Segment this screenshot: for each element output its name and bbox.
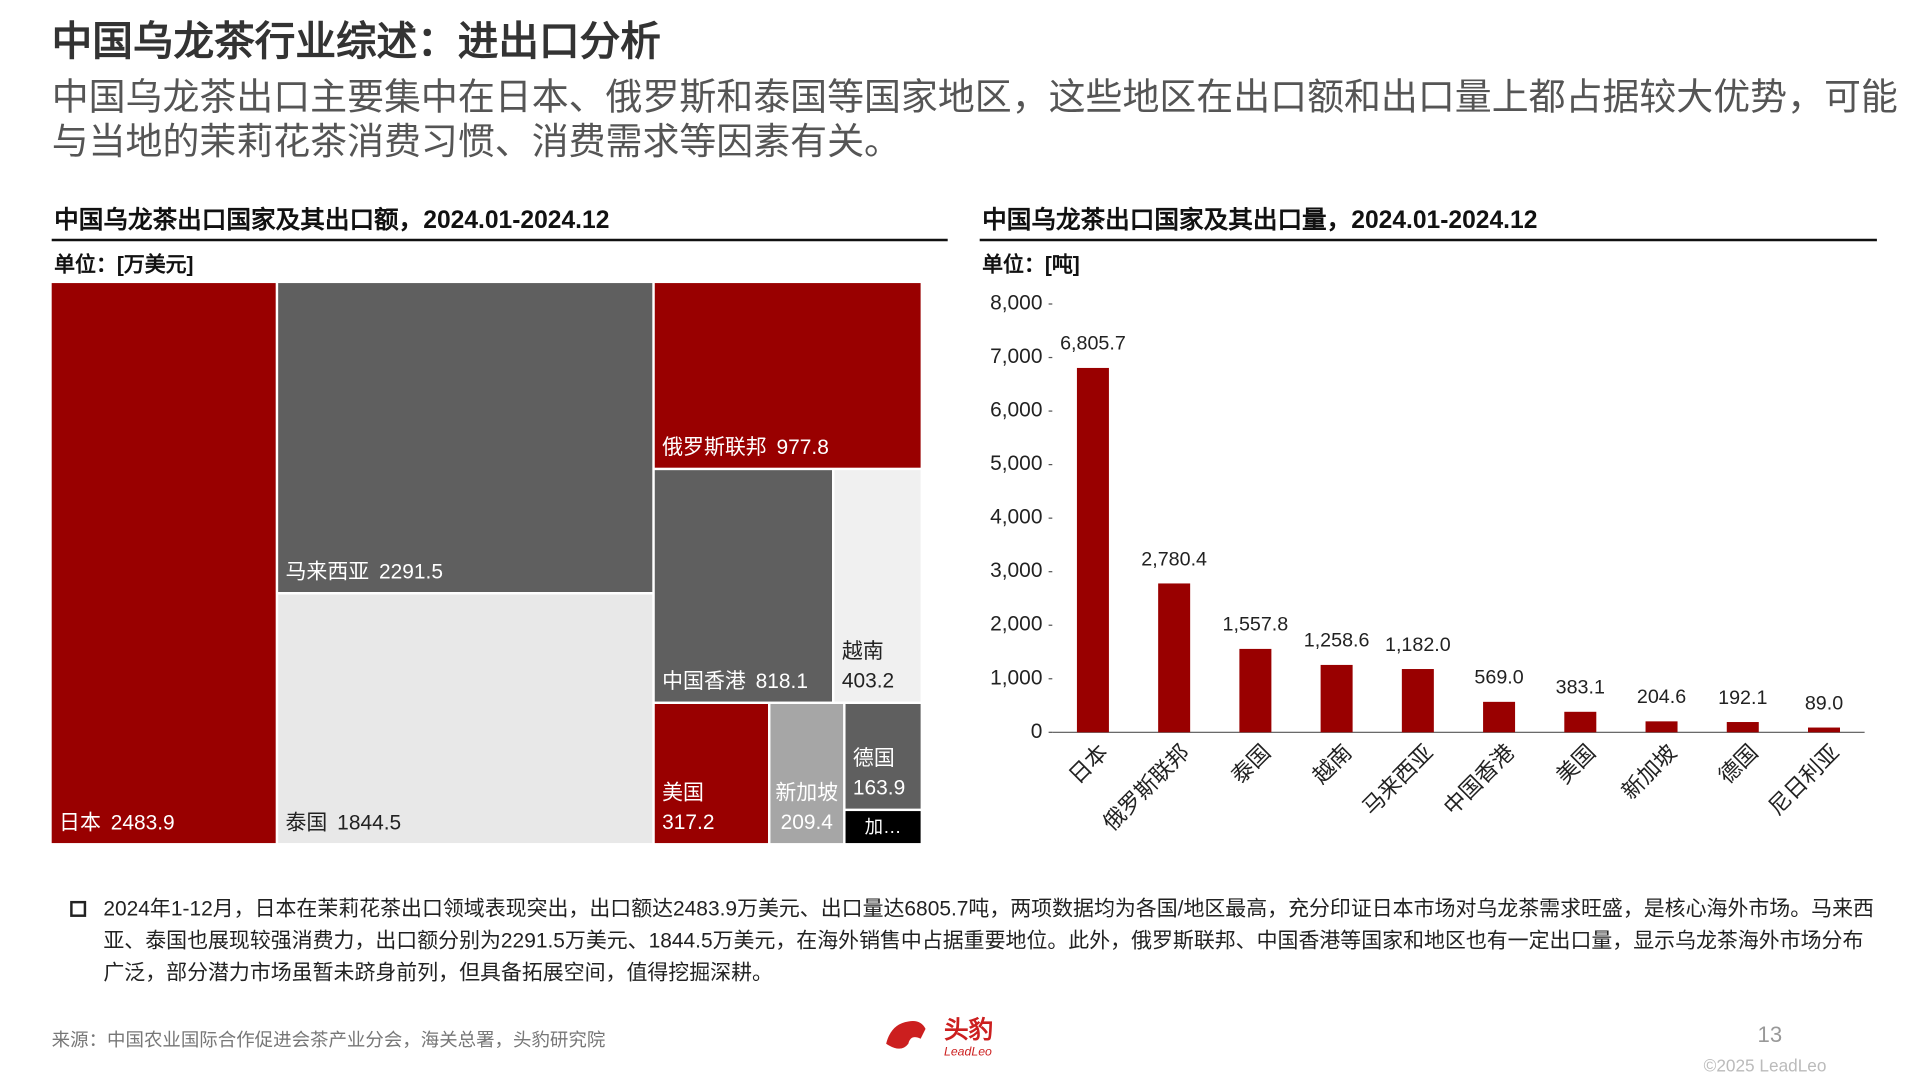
cell-value: 317.2 [662, 811, 714, 834]
cell-name: 越南 [842, 640, 884, 663]
bar [1320, 664, 1353, 733]
cell-value: 2291.5 [379, 560, 443, 583]
cell-value: 1844.5 [337, 811, 401, 834]
cell-name: 俄罗斯联邦 [662, 436, 767, 459]
y-tick-label: 7,000 [990, 345, 1042, 368]
subtitle-box: 中国乌龙茶出口主要集中在日本、俄罗斯和泰国等国家地区，这些地区在出口额和出口量上… [51, 77, 1898, 163]
data-label: 192.1 [1718, 687, 1767, 709]
x-tick-label: 日本 [1064, 740, 1113, 789]
bar [1401, 669, 1434, 733]
x-tick-label: 新加坡 [1617, 740, 1682, 805]
treemap-cell [654, 704, 768, 844]
x-tick-label: 马来西亚 [1358, 740, 1438, 820]
y-tick-label: 3,000 [990, 559, 1042, 582]
data-label: 1,182.0 [1385, 634, 1451, 656]
y-tick-label: 8,000 [990, 292, 1042, 315]
treemap-cell [654, 283, 921, 468]
x-tick-label: 越南 [1308, 740, 1357, 789]
data-label: 204.6 [1637, 686, 1686, 708]
y-tick-label: 1,000 [990, 666, 1042, 689]
y-tick-label: 2,000 [990, 613, 1042, 636]
treemap-cell [278, 283, 653, 592]
unit-label: 单位：[万美元] [54, 252, 193, 276]
cell-name: 德国 [853, 747, 895, 770]
data-label: 383.1 [1556, 677, 1605, 699]
cell-label: 俄罗斯联邦 977.8 [662, 436, 829, 459]
cell-name: 马来西亚 [286, 560, 370, 583]
chart-title: 中国乌龙茶出口国家及其出口量，2024.01-2024.12 [982, 205, 1537, 234]
x-tick-label: 美国 [1551, 740, 1600, 789]
y-tick-label: 5,000 [990, 452, 1042, 475]
treemap: 日本 2483.9 马来西亚 2291.5 泰国 1844.5 俄罗斯联邦 977.8 中国香港… [51, 283, 921, 844]
bar [1239, 648, 1272, 733]
bar-chart: 0 1,000 2,000 3,000 4,000 5,000 6,000 7,000 8,00… [990, 292, 1865, 836]
logo-icon [886, 1021, 926, 1049]
treemap-cell [278, 594, 653, 844]
cell-value: 2483.9 [111, 811, 175, 834]
treemap-cell [845, 704, 921, 809]
cell-value: 163.9 [853, 776, 905, 799]
treemap-cell [770, 704, 844, 844]
data-label: 1,258.6 [1304, 630, 1370, 652]
bar [1726, 722, 1759, 733]
cell-name: 泰国 [286, 811, 328, 834]
bar [1483, 701, 1516, 733]
cell-value: 403.2 [842, 669, 894, 692]
data-label: 6,805.7 [1060, 333, 1126, 355]
unit-label: 单位：[吨] [982, 252, 1080, 276]
bar [1158, 583, 1191, 733]
treemap-cell [845, 811, 921, 844]
page-number: 13 [1758, 1022, 1783, 1047]
x-tick-label: 俄罗斯联邦 [1098, 740, 1194, 836]
chart-title: 中国乌龙茶出口国家及其出口额，2024.01-2024.12 [54, 205, 609, 234]
bar [1076, 367, 1109, 733]
bar [1564, 711, 1597, 733]
cell-label: 泰国 1844.5 [286, 811, 402, 834]
cell-name: 中国香港 [662, 669, 746, 692]
x-tick-label: 尼日利亚 [1764, 740, 1844, 820]
y-tick-label: 4,000 [990, 506, 1042, 529]
x-tick-label: 泰国 [1226, 740, 1275, 789]
treemap-cell [834, 470, 921, 702]
x-tick-label: 中国香港 [1439, 740, 1519, 820]
cell-label: 中国香港 818.1 [662, 669, 808, 692]
source: 来源：中国农业国际合作促进会茶产业分会，海关总署，头豹研究院 [52, 1029, 606, 1050]
page-subtitle: 中国乌龙茶出口主要集中在日本、俄罗斯和泰国等国家地区，这些地区在出口额和出口量上… [51, 77, 1898, 163]
cell-label: 马来西亚 2291.5 [286, 560, 443, 583]
treemap-cell [654, 470, 832, 702]
cell-name: 日本 [59, 811, 101, 834]
bar [1808, 727, 1840, 733]
data-label: 569.0 [1474, 667, 1523, 689]
cell-value: 818.1 [756, 669, 808, 692]
data-label: 89.0 [1805, 692, 1843, 714]
cell-name: 新加坡 [775, 781, 838, 804]
copyright: ©2025 LeadLeo [1704, 1056, 1827, 1076]
cell-name: 加… [865, 816, 902, 837]
y-tick-label: 6,000 [990, 399, 1042, 422]
logo-sub: LeadLeo [944, 1045, 992, 1059]
note-text: 2024年1-12月，日本在茉莉花茶出口领域表现突出，出口额达2483.9万美元… [103, 897, 1874, 985]
cell-value: 209.4 [781, 811, 834, 834]
logo-text: 头豹 [944, 1016, 993, 1044]
cell-label: 日本 2483.9 [59, 811, 175, 834]
treemap-cell [51, 283, 276, 844]
data-label: 1,557.8 [1223, 614, 1289, 636]
cell-value: 977.8 [777, 436, 829, 459]
data-label: 2,780.4 [1141, 548, 1207, 570]
cell-name: 美国 [662, 781, 704, 804]
y-tick-label: 0 [1031, 720, 1043, 743]
x-tick-label: 德国 [1714, 740, 1763, 789]
bar [1645, 721, 1678, 733]
page-title: 中国乌龙茶行业综述：进出口分析 [52, 18, 661, 64]
bullet [70, 900, 87, 917]
notes-box: 2024年1-12月，日本在茉莉花茶出口领域表现突出，出口额达2483.9万美元… [103, 897, 1874, 985]
